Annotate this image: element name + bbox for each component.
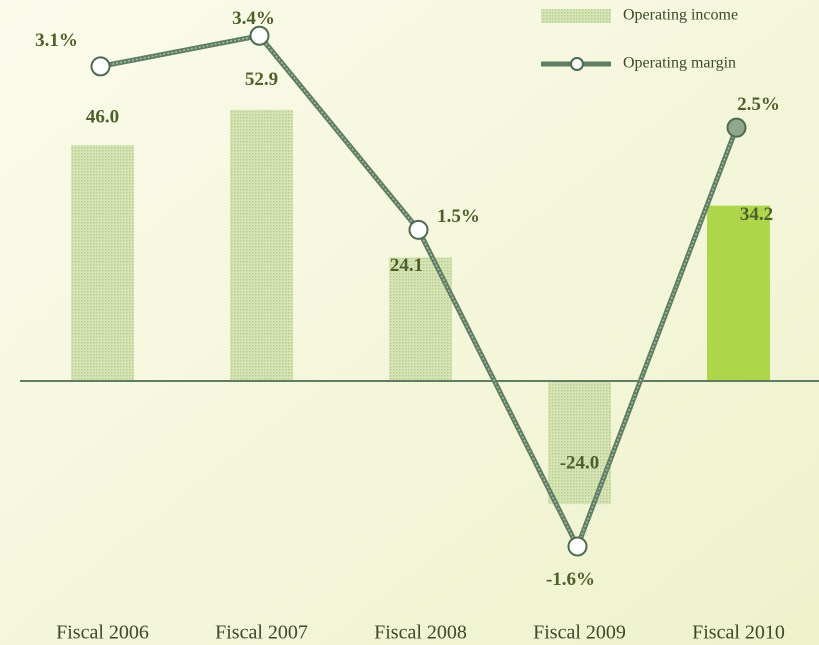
line-value-label: -1.6% — [546, 569, 595, 590]
line-marker — [249, 25, 270, 46]
legend-label: Operating margin — [623, 55, 736, 72]
bar-value-label: 52.9 — [245, 69, 278, 90]
bar — [71, 145, 134, 382]
bar — [230, 109, 293, 382]
x-tick-label: Fiscal 2010 — [692, 622, 785, 644]
bar-value-label: -24.0 — [560, 452, 600, 473]
line-value-label: 1.5% — [437, 206, 480, 227]
line-value-label: 2.5% — [737, 94, 780, 115]
line-marker — [408, 219, 429, 240]
x-tick-label: Fiscal 2007 — [215, 622, 308, 644]
bar — [707, 205, 770, 382]
x-tick-label: Fiscal 2009 — [533, 622, 626, 644]
line-value-label: 3.4% — [232, 8, 275, 29]
line-marker — [567, 536, 588, 557]
legend-marker — [570, 57, 584, 71]
line-marker — [90, 56, 111, 77]
bar-value-label: 46.0 — [86, 106, 119, 127]
line-marker — [726, 117, 747, 138]
bar-value-label: 24.1 — [390, 255, 423, 276]
bar-value-label: 34.2 — [740, 204, 773, 225]
legend-label: Operating income — [623, 7, 738, 24]
legend-swatch — [541, 9, 611, 23]
x-tick-label: Fiscal 2006 — [56, 622, 149, 644]
line-value-label: 3.1% — [35, 30, 78, 51]
x-tick-label: Fiscal 2008 — [374, 622, 467, 644]
